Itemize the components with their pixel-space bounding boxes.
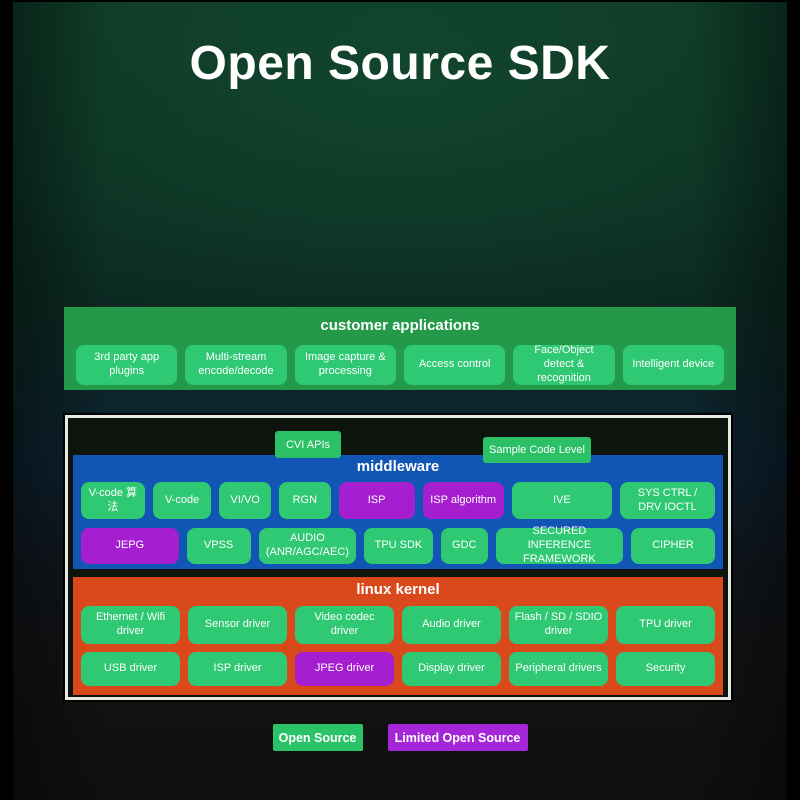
box-isp-driver: ISP driver	[188, 652, 287, 686]
page-title: Open Source SDK	[189, 37, 611, 90]
box-vcode: V-code	[152, 482, 212, 519]
customer-applications-header: customer applications	[320, 317, 480, 334]
box-sensor-driver: Sensor driver	[188, 606, 287, 644]
box-vcode-algo: V-code 算法	[81, 482, 145, 519]
customer-applications-row: 3rd party app plugins Multi-stream encod…	[76, 344, 724, 385]
box-ive: IVE	[511, 482, 612, 519]
box-rgn: RGN	[279, 482, 331, 519]
linux-kernel-header: linux kernel	[356, 581, 440, 598]
box-isp: ISP	[338, 482, 415, 519]
legend-limited-open-source: Limited Open Source	[387, 724, 528, 751]
box-ethernet-wifi-driver: Ethernet / Wifi driver	[81, 606, 180, 644]
box-peripheral-drivers: Peripheral drivers	[509, 652, 608, 686]
middleware-header: middleware	[356, 458, 440, 475]
box-video-codec-driver: Video codec driver	[295, 606, 394, 644]
box-multi-stream-encode-decode: Multi-stream encode/decode	[185, 345, 287, 385]
box-display-driver: Display driver	[402, 652, 501, 686]
box-intelligent-device: Intelligent device	[622, 345, 724, 385]
box-gdc: GDC	[440, 528, 488, 564]
box-audio-driver: Audio driver	[402, 606, 501, 644]
box-jepg: JEPG	[81, 528, 179, 564]
box-vi-vo: VI/VO	[219, 482, 272, 519]
middleware-row-1: V-code 算法 V-code VI/VO RGN ISP ISP algor…	[81, 482, 715, 519]
box-tpu-sdk: TPU SDK	[364, 528, 433, 564]
sdk-stack-box: CVI APIs Sample Code Level middleware V-…	[65, 415, 731, 700]
box-cipher: CIPHER	[631, 528, 715, 564]
kernel-row-2: USB driver ISP driver JPEG driver Displa…	[81, 652, 715, 686]
box-audio-anr-agc-aec: AUDIO (ANR/AGC/AEC)	[258, 528, 357, 564]
box-cvi-apis: CVI APIs	[275, 431, 341, 458]
box-vpss: VPSS	[186, 528, 251, 564]
box-face-object-detect-recognition: Face/Object detect & recognition	[513, 344, 615, 385]
box-flash-sd-sdio-driver: Flash / SD / SDIO driver	[509, 606, 608, 644]
legend-open-source: Open Source	[272, 724, 363, 751]
customer-applications-banner: customer applications 3rd party app plug…	[64, 307, 736, 390]
box-secured-inference-framework: SECURED INFERENCE FRAMEWORK	[495, 525, 624, 565]
box-access-control: Access control	[403, 345, 506, 385]
legend: Open Source Limited Open Source	[0, 724, 800, 751]
middleware-row-2: JEPG VPSS AUDIO (ANR/AGC/AEC) TPU SDK GD…	[81, 525, 715, 565]
box-sample-code-level: Sample Code Level	[483, 437, 591, 463]
box-tpu-driver: TPU driver	[616, 606, 715, 644]
box-isp-algorithm: ISP algorithm	[422, 482, 504, 519]
kernel-row-1: Ethernet / Wifi driver Sensor driver Vid…	[81, 606, 715, 644]
box-sys-ctrl-drv-ioctl: SYS CTRL / DRV IOCTL	[619, 482, 715, 519]
linux-kernel-band: linux kernel Ethernet / Wifi driver Sens…	[73, 577, 723, 695]
box-image-capture-processing: Image capture & processing	[294, 345, 396, 385]
box-usb-driver: USB driver	[81, 652, 180, 686]
box-jpeg-driver: JPEG driver	[295, 652, 394, 686]
box-security: Security	[616, 652, 715, 686]
middleware-band: middleware V-code 算法 V-code VI/VO RGN IS…	[73, 455, 723, 569]
box-3rd-party-app-plugins: 3rd party app plugins	[76, 345, 178, 385]
